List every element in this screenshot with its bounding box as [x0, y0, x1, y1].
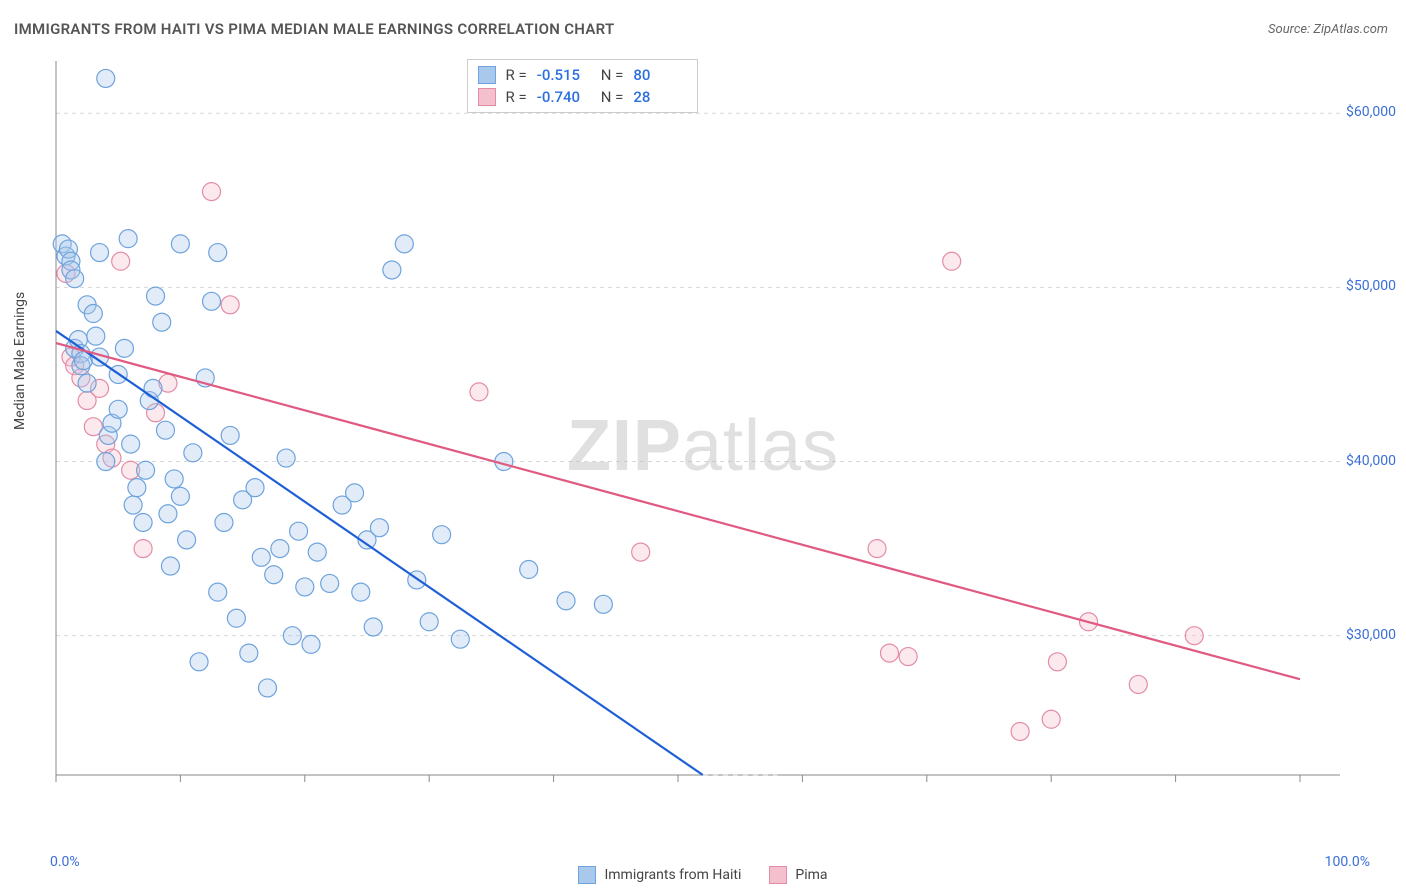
r-label: R =	[506, 66, 527, 84]
stats-legend: R = -0.515 N = 80 R = -0.740 N = 28	[467, 59, 699, 113]
legend-item-haiti: Immigrants from Haiti	[578, 866, 741, 884]
r-value-haiti: -0.515	[537, 66, 591, 84]
y-tick-label: $30,000	[1346, 627, 1396, 643]
stats-row-pima: R = -0.740 N = 28	[478, 86, 688, 108]
y-axis-tick-labels: $30,000 $40,000 $50,000 $60,000	[1316, 55, 1396, 805]
legend-label-pima: Pima	[795, 867, 827, 883]
n-value-haiti: 80	[633, 66, 687, 84]
chart-title: IMMIGRANTS FROM HAITI VS PIMA MEDIAN MAL…	[14, 20, 615, 38]
n-label: N =	[601, 66, 624, 84]
stats-swatch-pima	[478, 88, 496, 106]
legend-swatch-pima	[769, 866, 787, 884]
y-tick-label: $40,000	[1346, 453, 1396, 469]
n-label: N =	[601, 88, 624, 106]
legend-label-haiti: Immigrants from Haiti	[604, 867, 741, 883]
n-value-pima: 28	[633, 88, 687, 106]
bottom-legend: Immigrants from Haiti Pima	[0, 866, 1406, 884]
y-tick-label: $60,000	[1346, 104, 1396, 120]
scatter-plot	[50, 55, 1370, 805]
source-attribution: Source: ZipAtlas.com	[1268, 22, 1388, 37]
legend-item-pima: Pima	[769, 866, 827, 884]
y-tick-label: $50,000	[1346, 278, 1396, 294]
y-axis-label: Median Male Earnings	[12, 292, 28, 430]
r-label: R =	[506, 88, 527, 106]
legend-swatch-haiti	[578, 866, 596, 884]
r-value-pima: -0.740	[537, 88, 591, 106]
stats-swatch-haiti	[478, 66, 496, 84]
stats-row-haiti: R = -0.515 N = 80	[478, 64, 688, 86]
